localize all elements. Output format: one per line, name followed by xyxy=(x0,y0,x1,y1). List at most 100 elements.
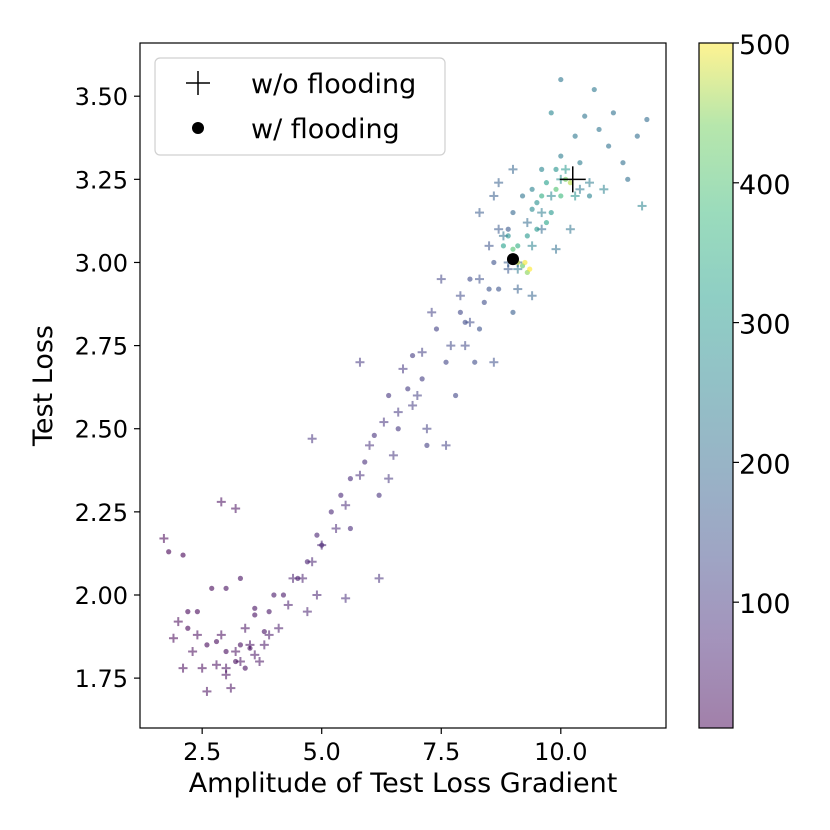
plus-marker xyxy=(494,178,504,188)
circle-marker xyxy=(620,160,626,166)
circle-marker xyxy=(582,113,588,119)
y-tick-label: 3.50 xyxy=(75,83,128,111)
circle-marker xyxy=(610,110,617,116)
circle-marker xyxy=(510,309,516,315)
circle-marker xyxy=(252,612,258,618)
circle-marker xyxy=(467,276,473,282)
circle-marker xyxy=(457,309,463,315)
circle-marker xyxy=(237,642,244,648)
circle-marker xyxy=(347,476,353,482)
circle-marker xyxy=(376,492,382,498)
circle-marker xyxy=(223,585,229,591)
circle-marker xyxy=(524,233,530,239)
x-tick-label: 7.5 xyxy=(422,738,460,766)
plus-marker xyxy=(250,650,260,660)
plus-marker xyxy=(546,191,556,201)
plus-marker xyxy=(384,474,394,484)
plus-marker xyxy=(475,274,485,284)
legend-circle-icon xyxy=(192,122,204,134)
circle-marker xyxy=(519,193,526,199)
circle-marker xyxy=(496,286,502,292)
circle-marker xyxy=(596,126,602,133)
circle-marker xyxy=(567,180,573,186)
circle-marker xyxy=(185,609,191,615)
circle-marker xyxy=(462,319,468,325)
plus-marker xyxy=(417,347,427,357)
plot-frame xyxy=(139,42,667,729)
plus-marker xyxy=(212,660,222,670)
colorbar-gradient xyxy=(699,43,733,728)
plus-marker xyxy=(240,623,250,633)
circle-marker xyxy=(213,638,220,645)
x-axis-label: Amplitude of Test Loss Gradient xyxy=(189,768,618,799)
plus-marker xyxy=(168,633,178,643)
plus-marker xyxy=(412,390,422,400)
plus-marker xyxy=(408,400,418,410)
plus-marker xyxy=(216,630,226,640)
plus-marker xyxy=(374,573,384,583)
plus-marker xyxy=(637,201,647,211)
y-tick-label: 2.50 xyxy=(75,416,128,444)
circle-marker xyxy=(543,180,550,186)
circle-marker xyxy=(204,642,210,648)
circle-marker xyxy=(553,186,559,192)
plus-marker xyxy=(331,523,341,533)
legend-box xyxy=(154,57,446,156)
colorbar-frame xyxy=(698,42,734,729)
circle-marker xyxy=(266,609,272,615)
circle-marker xyxy=(539,166,545,172)
circle-marker xyxy=(625,176,631,182)
plus-marker xyxy=(302,607,312,617)
circle-marker xyxy=(591,86,597,93)
plus-marker xyxy=(341,593,351,603)
plot-area xyxy=(159,76,650,696)
circle-marker xyxy=(419,376,425,382)
circle-marker xyxy=(304,559,310,565)
circle-marker xyxy=(543,219,550,226)
circle-marker xyxy=(553,166,559,172)
x-tick-label: 2.5 xyxy=(183,738,221,766)
circle-marker xyxy=(510,246,516,252)
y-tick-label: 2.25 xyxy=(75,499,128,527)
circle-marker xyxy=(534,200,540,206)
plus-marker xyxy=(561,164,571,174)
circle-marker xyxy=(558,76,564,83)
plus-marker xyxy=(427,307,437,317)
plus-marker xyxy=(527,241,537,251)
plus-marker xyxy=(513,264,523,274)
circle-marker xyxy=(295,575,301,581)
plus-marker xyxy=(460,341,470,351)
y-tick-label: 2.75 xyxy=(75,333,128,361)
plus-marker xyxy=(513,284,523,294)
plus-marker xyxy=(537,208,547,218)
plus-marker xyxy=(178,663,188,673)
plus-marker xyxy=(551,244,561,254)
plus-marker xyxy=(565,224,575,234)
circle-marker xyxy=(314,532,320,538)
plus-marker xyxy=(188,647,198,657)
circle-marker xyxy=(529,206,535,212)
circle-marker xyxy=(558,193,564,199)
legend: w/o flooding w/ flooding xyxy=(154,57,446,156)
circle-marker xyxy=(644,116,650,123)
plus-marker xyxy=(388,450,398,460)
plus-marker xyxy=(173,617,183,627)
circle-marker xyxy=(271,592,277,598)
circle-marker xyxy=(510,209,516,216)
plus-marker xyxy=(527,291,537,301)
colorbar-tick-label: 300 xyxy=(739,310,791,341)
plus-marker xyxy=(484,241,494,251)
circle-marker xyxy=(386,392,392,399)
circle-marker xyxy=(252,605,258,611)
circle-marker xyxy=(606,143,612,149)
plus-marker xyxy=(494,224,504,234)
colorbar-tick-label: 100 xyxy=(739,589,791,620)
circle-marker xyxy=(486,286,492,292)
plus-marker xyxy=(489,357,499,367)
plus-marker xyxy=(259,640,269,650)
plus-marker xyxy=(355,470,365,480)
circle-marker xyxy=(166,549,172,555)
circle-marker xyxy=(328,509,334,515)
